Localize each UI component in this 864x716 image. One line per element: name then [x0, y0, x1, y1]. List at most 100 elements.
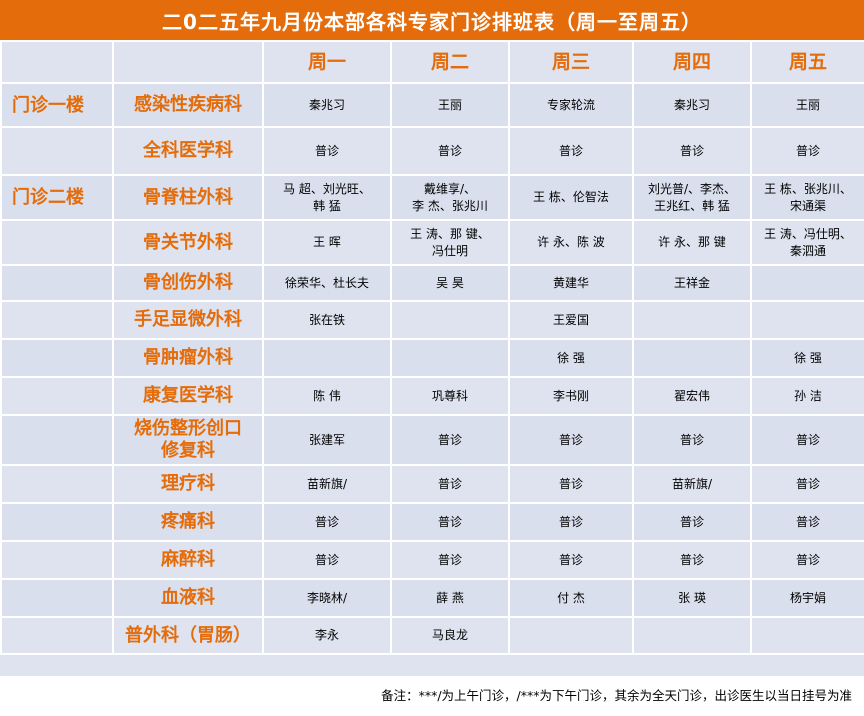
department-name: 普外科（胃肠） [112, 616, 264, 655]
doctor-cell-fri: 王 涛、冯仕明、 秦泗通 [750, 219, 864, 266]
doctor-cell-tue: 王丽 [390, 82, 510, 128]
doctor-cell-mon: 王 晖 [262, 219, 392, 266]
floor-label [0, 540, 114, 580]
doctor-cell-thu: 秦兆习 [632, 82, 752, 128]
table-row: 疼痛科 普诊 普诊 普诊 普诊 普诊 [0, 502, 864, 542]
department-name: 全科医学科 [112, 126, 264, 176]
doctor-cell-wed: 徐 强 [508, 338, 634, 378]
day-header-thu: 周四 [632, 40, 752, 84]
floor-label [0, 219, 114, 266]
doctor-cell-fri: 王 栋、张兆川、 宋通渠 [750, 174, 864, 221]
doctor-cell-wed: 普诊 [508, 126, 634, 176]
doctor-cell-tue [390, 338, 510, 378]
doctor-cell-thu [632, 338, 752, 378]
doctor-cell-tue: 普诊 [390, 414, 510, 466]
table-row: 骨创伤外科 徐荣华、杜长夫吴 昊黄建华 王祥金 [0, 264, 864, 302]
department-name: 理疗科 [112, 464, 264, 504]
doctor-cell-wed [508, 616, 634, 655]
floor-label: 门诊一楼 [0, 82, 114, 128]
department-name: 骨创伤外科 [112, 264, 264, 302]
day-header-tue: 周二 [390, 40, 510, 84]
footer-note: 备注：***/为上午门诊，/***为下午门诊，其余为全天门诊，出诊医生以当日挂号… [381, 688, 852, 703]
doctor-cell-wed: 王爱国 [508, 300, 634, 340]
doctor-cell-thu [632, 616, 752, 655]
dept-header-cell [112, 40, 264, 84]
doctor-cell-mon: 苗新旗/ [262, 464, 392, 504]
department-name: 骨肿瘤外科 [112, 338, 264, 378]
doctor-cell-tue: 普诊 [390, 464, 510, 504]
department-name: 麻醉科 [112, 540, 264, 580]
doctor-cell-mon: 李晓林/ [262, 578, 392, 618]
doctor-cell-tue [390, 300, 510, 340]
doctor-cell-tue: 普诊 [390, 126, 510, 176]
department-name: 骨脊柱外科 [112, 174, 264, 221]
doctor-cell-wed: 王 栋、伦智法 [508, 174, 634, 221]
doctor-cell-fri: 普诊 [750, 414, 864, 466]
doctor-cell-thu: 刘光普/、李杰、 王兆红、韩 猛 [632, 174, 752, 221]
doctor-cell-mon: 普诊 [262, 540, 392, 580]
doctor-cell-tue: 王 涛、那 键、 冯仕明 [390, 219, 510, 266]
floor-label [0, 338, 114, 378]
department-name: 手足显微外科 [112, 300, 264, 340]
doctor-cell-fri: 普诊 [750, 502, 864, 542]
doctor-cell-fri: 普诊 [750, 464, 864, 504]
doctor-cell-fri: 普诊 [750, 540, 864, 580]
floor-label [0, 264, 114, 302]
table-row: 骨关节外科王 晖王 涛、那 键、 冯仕明许 永、陈 波许 永、那 键王 涛、冯仕… [0, 219, 864, 266]
doctor-cell-tue: 薛 燕 [390, 578, 510, 618]
doctor-cell-wed: 普诊 [508, 540, 634, 580]
doctor-cell-mon: 普诊 [262, 502, 392, 542]
doctor-cell-mon: 陈 伟 [262, 376, 392, 416]
floor-label [0, 376, 114, 416]
doctor-cell-thu: 苗新旗/ [632, 464, 752, 504]
table-row: 烧伤整形创口 修复科 张建军 普诊 普诊 普诊 普诊 [0, 414, 864, 466]
doctor-cell-mon [262, 338, 392, 378]
doctor-cell-fri [750, 616, 864, 655]
doctor-cell-thu: 张 瑛 [632, 578, 752, 618]
day-header-fri: 周五 [750, 40, 864, 84]
doctor-cell-mon: 普诊 [262, 126, 392, 176]
doctor-cell-fri [750, 300, 864, 340]
day-header-mon: 周一 [262, 40, 392, 84]
doctor-cell-mon: 马 超、刘光旺、 韩 猛 [262, 174, 392, 221]
doctor-cell-wed: 普诊 [508, 502, 634, 542]
floor-header-cell [0, 40, 114, 84]
header-row: 周一 周二 周三 周四 周五 [0, 40, 864, 84]
floor-label [0, 502, 114, 542]
schedule-table: 周一 周二 周三 周四 周五 门诊一楼 感染性疾病科 秦兆习 王丽 专家轮流 秦兆习 王丽全… [0, 40, 864, 655]
doctor-cell-thu: 普诊 [632, 502, 752, 542]
doctor-cell-mon: 徐荣华、杜长夫 [262, 264, 392, 302]
doctor-cell-fri: 普诊 [750, 126, 864, 176]
table-row: 普外科（胃肠） 李永 马良龙 [0, 616, 864, 655]
doctor-cell-mon: 秦兆习 [262, 82, 392, 128]
doctor-cell-thu: 普诊 [632, 414, 752, 466]
table-row: 康复医学科陈 伟巩尊科 李书刚 翟宏伟孙 洁 [0, 376, 864, 416]
table-row: 门诊二楼 骨脊柱外科马 超、刘光旺、 韩 猛戴维享/、 李 杰、张兆川王 栋、伦智… [0, 174, 864, 221]
department-name: 疼痛科 [112, 502, 264, 542]
doctor-cell-fri: 王丽 [750, 82, 864, 128]
doctor-cell-tue: 戴维享/、 李 杰、张兆川 [390, 174, 510, 221]
day-header-wed: 周三 [508, 40, 634, 84]
floor-label [0, 414, 114, 466]
doctor-cell-mon: 张建军 [262, 414, 392, 466]
doctor-cell-tue: 普诊 [390, 540, 510, 580]
doctor-cell-wed: 李书刚 [508, 376, 634, 416]
page-title: 二0二五年九月份本部各科专家门诊排班表（周一至周五） [0, 0, 864, 40]
table-row: 血液科 李晓林/薛 燕付 杰张 瑛杨宇娟 [0, 578, 864, 618]
floor-label [0, 300, 114, 340]
doctor-cell-tue: 吴 昊 [390, 264, 510, 302]
doctor-cell-wed: 普诊 [508, 414, 634, 466]
floor-label [0, 126, 114, 176]
doctor-cell-fri: 孙 洁 [750, 376, 864, 416]
table-row: 理疗科 苗新旗/普诊 普诊 苗新旗/普诊 [0, 464, 864, 504]
doctor-cell-wed: 付 杰 [508, 578, 634, 618]
doctor-cell-thu: 许 永、那 键 [632, 219, 752, 266]
doctor-cell-wed: 黄建华 [508, 264, 634, 302]
doctor-cell-fri: 徐 强 [750, 338, 864, 378]
doctor-cell-thu [632, 300, 752, 340]
floor-label [0, 464, 114, 504]
doctor-cell-wed: 许 永、陈 波 [508, 219, 634, 266]
doctor-cell-tue: 马良龙 [390, 616, 510, 655]
doctor-cell-thu: 翟宏伟 [632, 376, 752, 416]
floor-label: 门诊二楼 [0, 174, 114, 221]
